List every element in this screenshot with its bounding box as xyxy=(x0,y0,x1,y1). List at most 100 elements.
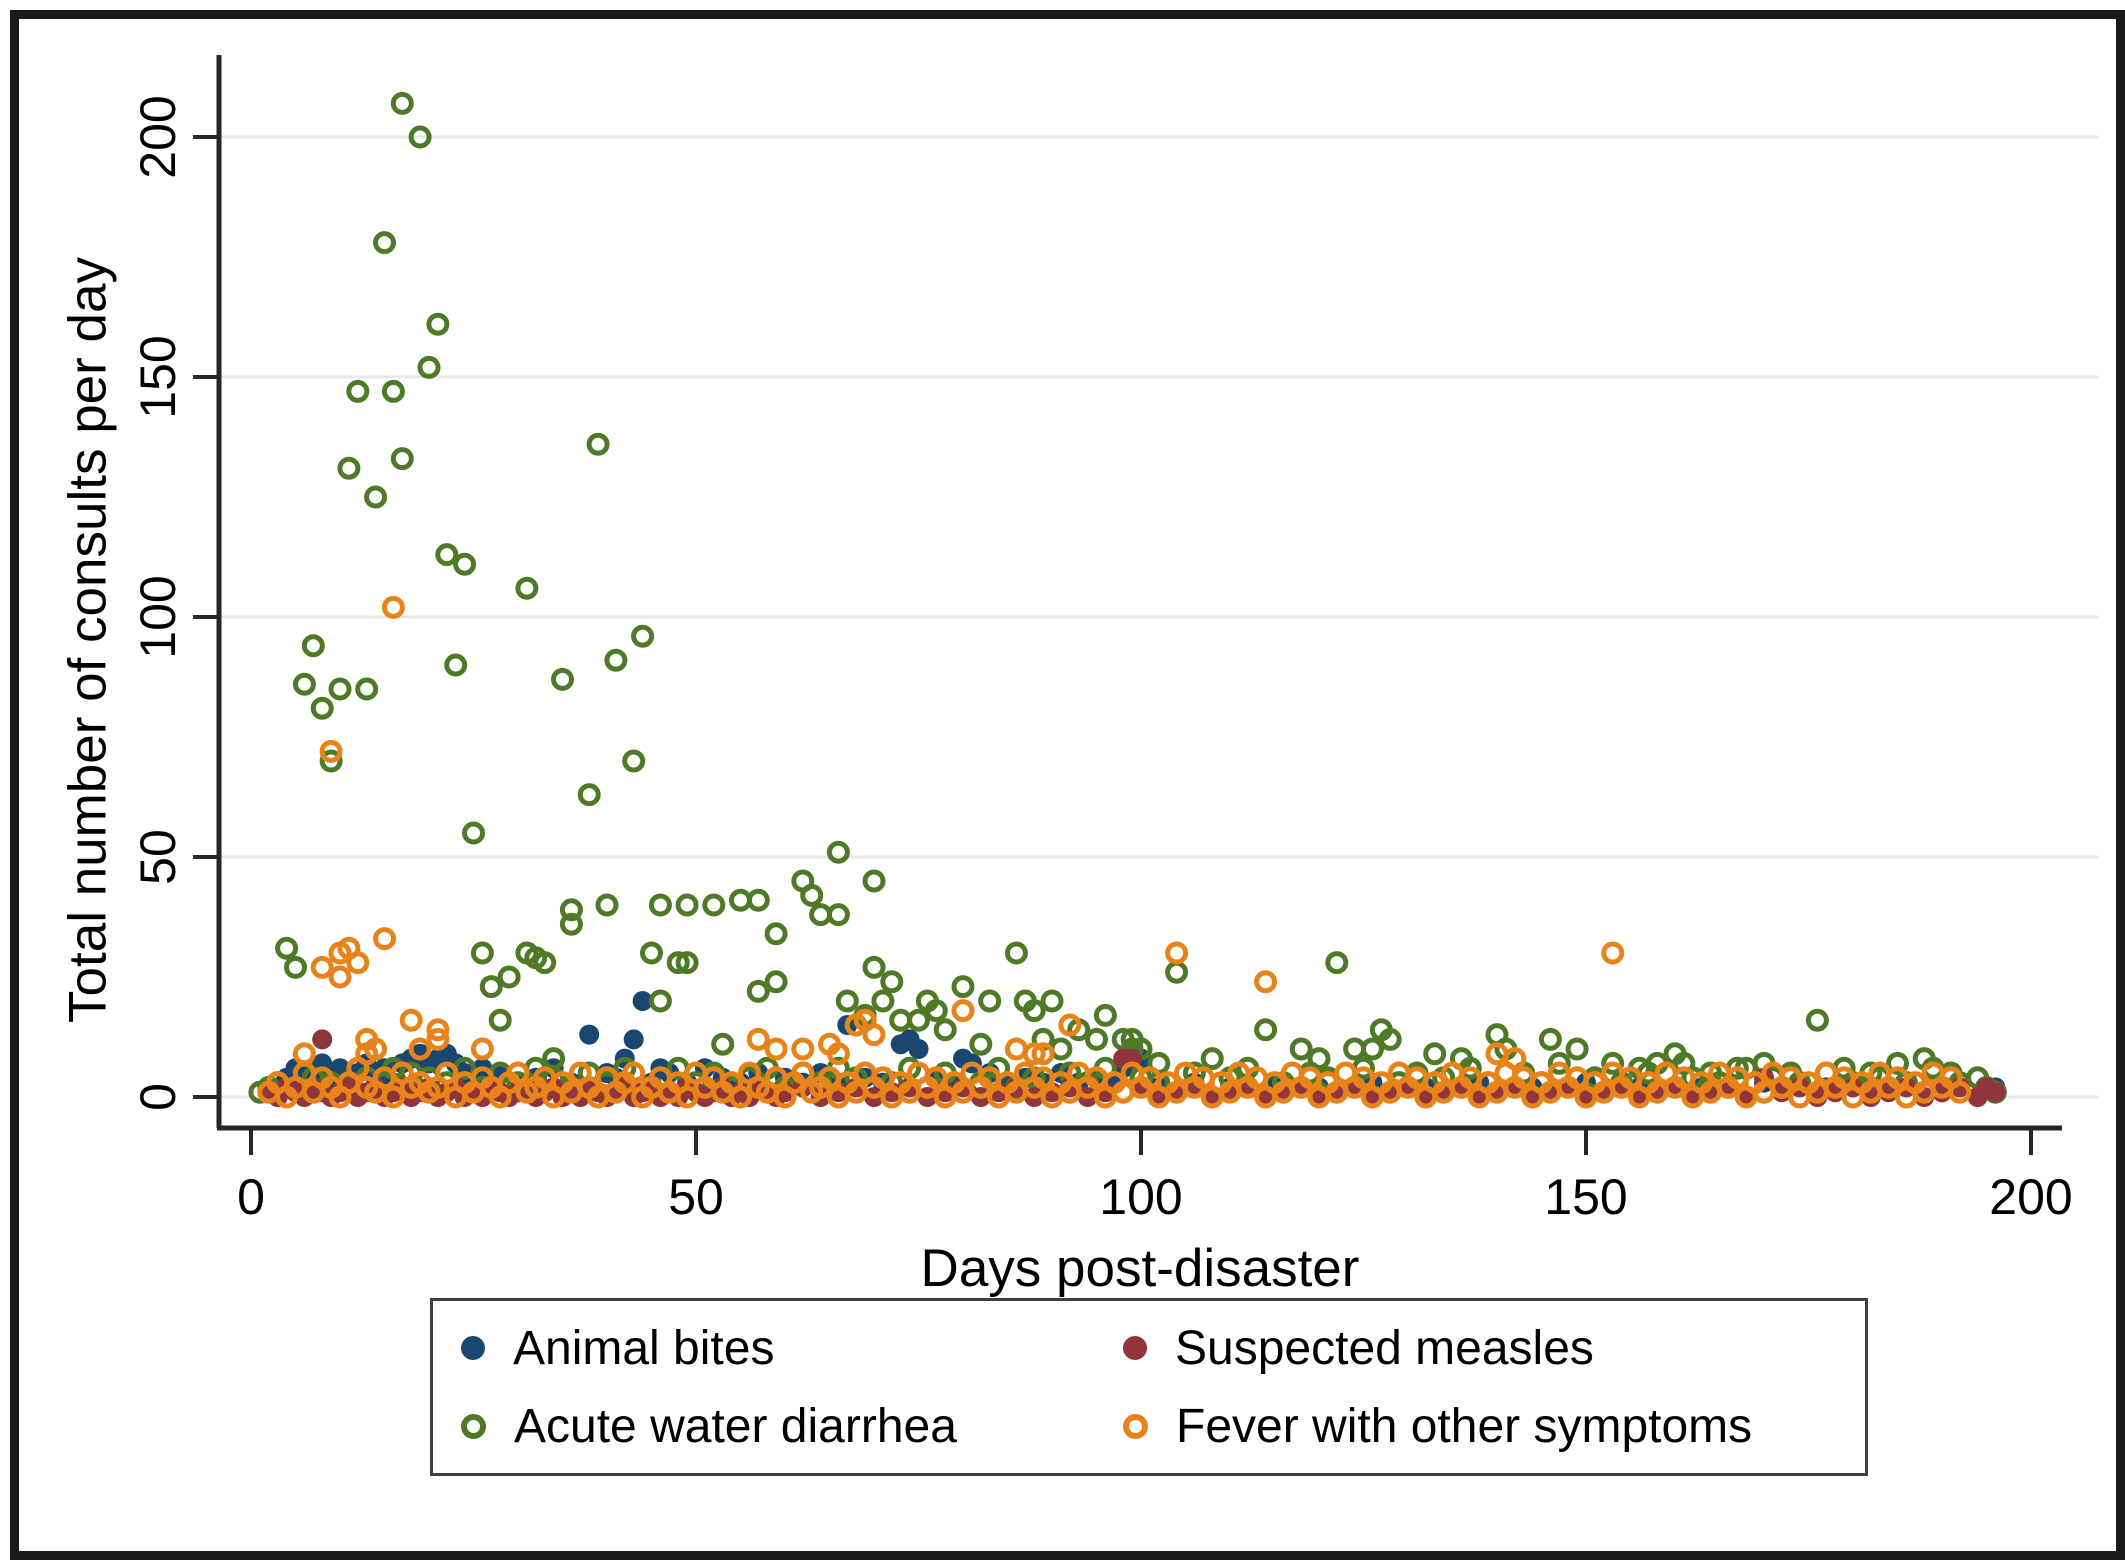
data-point xyxy=(746,888,770,912)
data-point xyxy=(1378,1027,1402,1051)
x-tick-label-150: 150 xyxy=(1544,1169,1628,1225)
data-point xyxy=(579,1024,600,1045)
data-point xyxy=(809,903,833,927)
figure-border xyxy=(10,10,2125,1560)
data-point xyxy=(310,955,334,979)
data-point xyxy=(364,485,388,509)
data-point xyxy=(533,951,557,975)
data-point xyxy=(1360,1037,1384,1061)
data-point xyxy=(1085,1027,1108,1051)
data-point xyxy=(648,989,672,1013)
data-point xyxy=(479,975,503,999)
data-point xyxy=(791,1061,815,1085)
scatter-points xyxy=(248,91,2007,1109)
data-point xyxy=(1547,1051,1571,1075)
data-point xyxy=(711,1032,735,1056)
x-tick-label-50: 50 xyxy=(668,1169,724,1225)
data-point xyxy=(631,624,655,648)
y-tick-label-150: 150 xyxy=(130,335,186,419)
data-point xyxy=(729,1085,752,1109)
data-point xyxy=(515,576,539,600)
data-point xyxy=(1022,1042,1046,1066)
data-point xyxy=(1538,1027,1562,1051)
data-point xyxy=(924,999,948,1023)
data-point xyxy=(1254,1018,1278,1042)
y-axis-title: Total number of consults per day xyxy=(58,257,118,1023)
data-point xyxy=(577,783,601,807)
data-point xyxy=(1565,1037,1589,1061)
x-tick-label-0: 0 xyxy=(237,1169,265,1225)
y-tick-label-200: 200 xyxy=(130,95,186,179)
data-point xyxy=(1601,1051,1625,1075)
data-point xyxy=(800,883,824,907)
data-point xyxy=(978,989,1002,1013)
data-point xyxy=(632,991,653,1011)
data-point xyxy=(559,898,583,922)
data-point xyxy=(1886,1051,1909,1075)
data-point xyxy=(275,936,299,960)
data-point xyxy=(310,696,334,720)
legend-label: Suspected measles xyxy=(1175,1321,1594,1375)
data-point xyxy=(764,922,788,946)
data-point xyxy=(1058,1013,1082,1037)
data-point xyxy=(1200,1047,1224,1071)
data-point xyxy=(337,456,361,480)
data-point xyxy=(426,1018,450,1042)
y-tick-label-100: 100 xyxy=(130,575,186,659)
data-point xyxy=(435,1061,459,1085)
data-point xyxy=(623,1029,644,1050)
suspected-measles-marker-icon xyxy=(1123,1336,1147,1360)
data-point xyxy=(1004,941,1028,965)
data-point xyxy=(648,893,672,917)
data-point xyxy=(417,355,441,379)
data-point xyxy=(764,1037,788,1061)
data-point xyxy=(604,648,628,672)
data-point xyxy=(826,903,850,927)
data-point xyxy=(408,125,432,149)
data-point xyxy=(381,1085,405,1109)
legend-item-suspected-measles: Suspected measles xyxy=(1095,1309,1865,1387)
data-point xyxy=(746,1027,770,1051)
data-point xyxy=(355,1027,379,1051)
data-point xyxy=(826,1042,850,1066)
data-point xyxy=(453,552,477,576)
animal-bites-marker-icon xyxy=(461,1336,485,1360)
data-point xyxy=(826,840,850,864)
data-point xyxy=(426,312,450,336)
data-point xyxy=(1165,960,1189,984)
data-point xyxy=(390,91,414,115)
data-point xyxy=(408,1037,432,1061)
data-point xyxy=(1967,1087,1988,1107)
data-point xyxy=(1601,941,1625,965)
data-point xyxy=(880,970,904,994)
data-point xyxy=(551,667,574,691)
data-point xyxy=(969,1032,993,1056)
axes xyxy=(193,55,2062,1155)
data-point xyxy=(346,379,370,403)
data-point xyxy=(346,1056,370,1080)
data-point xyxy=(1093,1003,1117,1027)
data-point xyxy=(666,951,690,975)
data-point xyxy=(951,999,975,1023)
data-point xyxy=(951,975,975,999)
legend-label: Animal bites xyxy=(513,1321,775,1375)
data-point xyxy=(1289,1037,1313,1061)
data-point xyxy=(862,869,886,893)
data-point xyxy=(373,231,396,255)
data-point xyxy=(586,432,610,456)
scatter-series-acute-water-diarrhea xyxy=(248,91,2007,1104)
data-point xyxy=(462,821,485,845)
data-point xyxy=(791,1037,815,1061)
legend-item-fever-other-symptoms: Fever with other symptoms xyxy=(1095,1387,1865,1465)
data-point xyxy=(622,1061,646,1085)
legend-label: Fever with other symptoms xyxy=(1176,1399,1753,1453)
data-point xyxy=(559,912,583,936)
data-point xyxy=(1985,1082,2006,1103)
acute-water-diarrhea-marker-icon xyxy=(461,1413,486,1439)
x-tick-label-200: 200 xyxy=(1989,1169,2073,1225)
data-point xyxy=(426,1027,450,1051)
data-point xyxy=(319,749,343,773)
data-point xyxy=(301,634,325,658)
